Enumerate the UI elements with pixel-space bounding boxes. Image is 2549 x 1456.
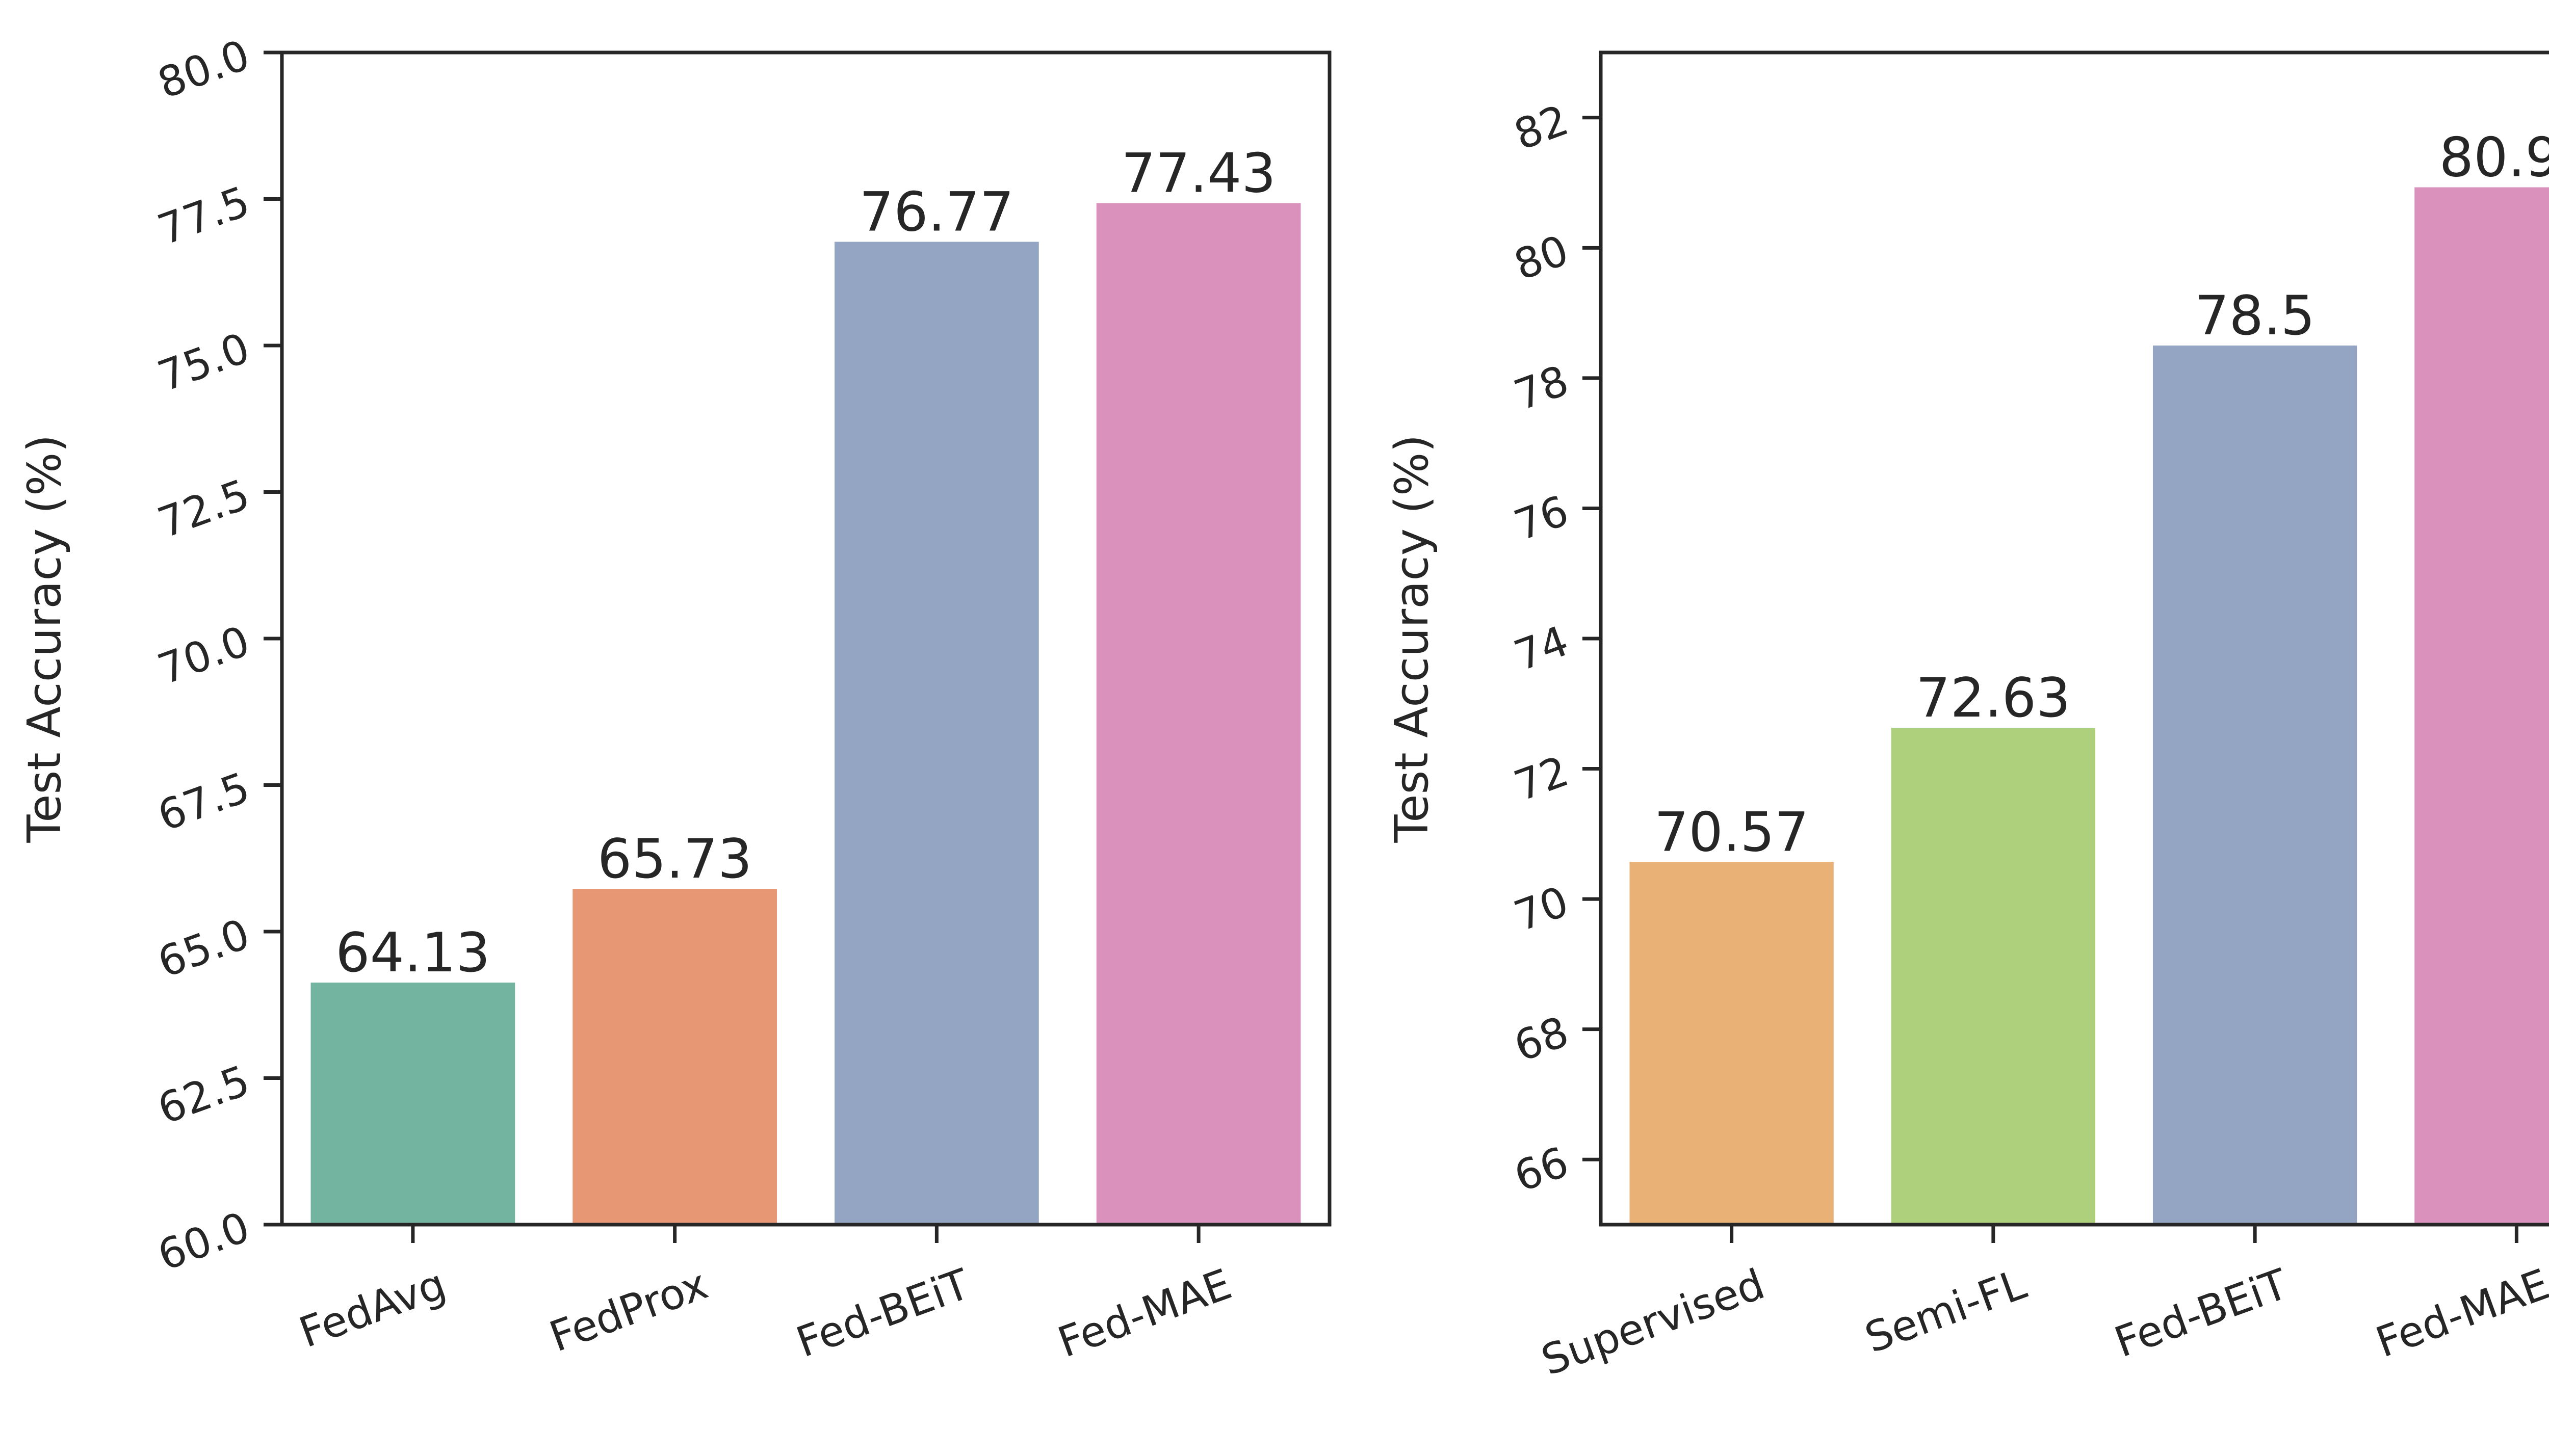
chart-right: 70.57 72.63 78.5 80.93 66 68 70 72 74 76 78 80 82 Sup… bbox=[1385, 50, 2549, 1385]
y-tick-label: 78 bbox=[1508, 356, 1575, 420]
data-label: 76.77 bbox=[860, 180, 1014, 243]
bar-supervised bbox=[1629, 862, 1834, 1225]
x-tick-label: Supervised bbox=[1536, 1260, 1771, 1385]
y-tick-label: 72 bbox=[1508, 747, 1575, 811]
y-tick-label: 62.5 bbox=[152, 1056, 256, 1134]
y-tick-label: 72.5 bbox=[152, 470, 256, 548]
x-tick-label: Fed-BEiT bbox=[790, 1260, 976, 1367]
data-label: 78.5 bbox=[2195, 284, 2315, 347]
y-tick-label: 66 bbox=[1508, 1138, 1575, 1202]
y-tick-label: 77.5 bbox=[152, 177, 256, 255]
bar-fedavg bbox=[310, 983, 515, 1225]
y-tick-label: 65.0 bbox=[152, 910, 256, 988]
data-label: 80.93 bbox=[2439, 126, 2549, 189]
y-tick-label: 76 bbox=[1508, 487, 1575, 550]
y-tick-label: 82 bbox=[1508, 96, 1575, 160]
bar-semi-fl bbox=[1891, 728, 2096, 1225]
data-label: 65.73 bbox=[597, 828, 752, 890]
y-axis-title: Test Accuracy (%) bbox=[1385, 434, 1439, 843]
x-tick-label: FedProx bbox=[543, 1260, 714, 1362]
bar-fed-mae bbox=[1096, 203, 1301, 1225]
x-tick-label: Fed-MAE bbox=[2370, 1260, 2549, 1367]
x-tick-label: Fed-MAE bbox=[1052, 1260, 1238, 1367]
bar-fed-mae bbox=[2414, 187, 2549, 1225]
x-tick-label: Fed-BEiT bbox=[2109, 1260, 2295, 1367]
y-tick-label: 70 bbox=[1508, 878, 1575, 941]
x-tick-label: FedAvg bbox=[293, 1260, 452, 1358]
bar-fedprox bbox=[573, 889, 777, 1225]
y-axis-title: Test Accuracy (%) bbox=[18, 434, 71, 843]
y-tick-label: 68 bbox=[1508, 1008, 1575, 1071]
data-label: 77.43 bbox=[1121, 142, 1276, 205]
y-tick-label: 70.0 bbox=[152, 617, 256, 695]
x-tick-label: Semi-FL bbox=[1859, 1260, 2033, 1362]
data-label: 64.13 bbox=[335, 921, 490, 984]
data-label: 72.63 bbox=[1916, 667, 2070, 729]
y-tick-label: 75.0 bbox=[152, 324, 256, 402]
bar-fed-beit bbox=[2152, 346, 2357, 1225]
y-tick-label: 80 bbox=[1508, 226, 1575, 290]
chart-left: 64.13 65.73 76.77 77.43 60.0 62.5 65.0 67.5 70.0… bbox=[18, 31, 1332, 1367]
y-tick-label: 67.5 bbox=[152, 763, 256, 841]
data-label: 70.57 bbox=[1654, 801, 1809, 863]
bar-fed-beit bbox=[835, 242, 1039, 1225]
y-tick-label: 74 bbox=[1508, 617, 1575, 681]
y-tick-label: 80.0 bbox=[152, 31, 256, 109]
y-tick-label: 60.0 bbox=[152, 1203, 256, 1281]
